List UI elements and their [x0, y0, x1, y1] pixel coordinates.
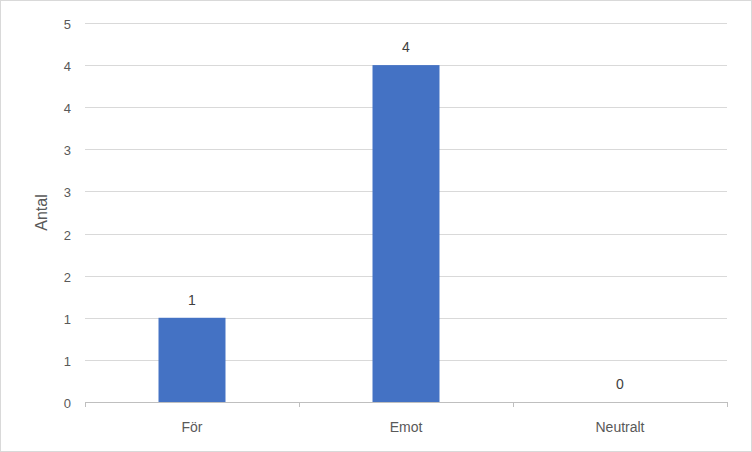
y-axis-label: Antal — [33, 194, 50, 230]
bars — [159, 65, 440, 402]
x-category-separator — [299, 402, 300, 407]
x-category-separator — [85, 402, 86, 407]
grid-line — [85, 402, 727, 403]
y-tick-label: 1 — [64, 354, 71, 369]
y-tick-label: 0 — [64, 396, 71, 411]
y-tick-label: 3 — [64, 185, 71, 200]
x-tick-label: För — [182, 419, 203, 435]
y-tick-label: 4 — [64, 101, 71, 116]
grid-line — [85, 23, 727, 24]
bar — [587, 402, 654, 403]
y-tick-label: 1 — [64, 312, 71, 327]
x-tick-label: Neutralt — [595, 419, 644, 435]
data-label: 0 — [616, 376, 624, 392]
y-tick-label: 4 — [64, 59, 71, 74]
bar — [373, 65, 440, 402]
chart: 0 1 1 2 2 3 3 4 4 5 1 För 4 Emot 0 Neutralt Antal — [0, 0, 752, 452]
data-label: 4 — [402, 39, 410, 55]
y-tick-label: 5 — [64, 17, 71, 32]
x-category-separator — [727, 402, 728, 407]
x-axis-line — [85, 402, 727, 403]
y-tick-label: 2 — [64, 228, 71, 243]
chart-container: 0 1 1 2 2 3 3 4 4 5 1 För 4 Emot 0 Neutralt Antal — [0, 0, 752, 452]
chart-border — [1, 1, 752, 452]
x-category-separator — [513, 402, 514, 407]
bar — [159, 318, 226, 402]
data-label: 1 — [188, 292, 196, 308]
y-tick-label: 2 — [64, 270, 71, 285]
y-tick-label: 3 — [64, 143, 71, 158]
x-tick-label: Emot — [390, 419, 423, 435]
